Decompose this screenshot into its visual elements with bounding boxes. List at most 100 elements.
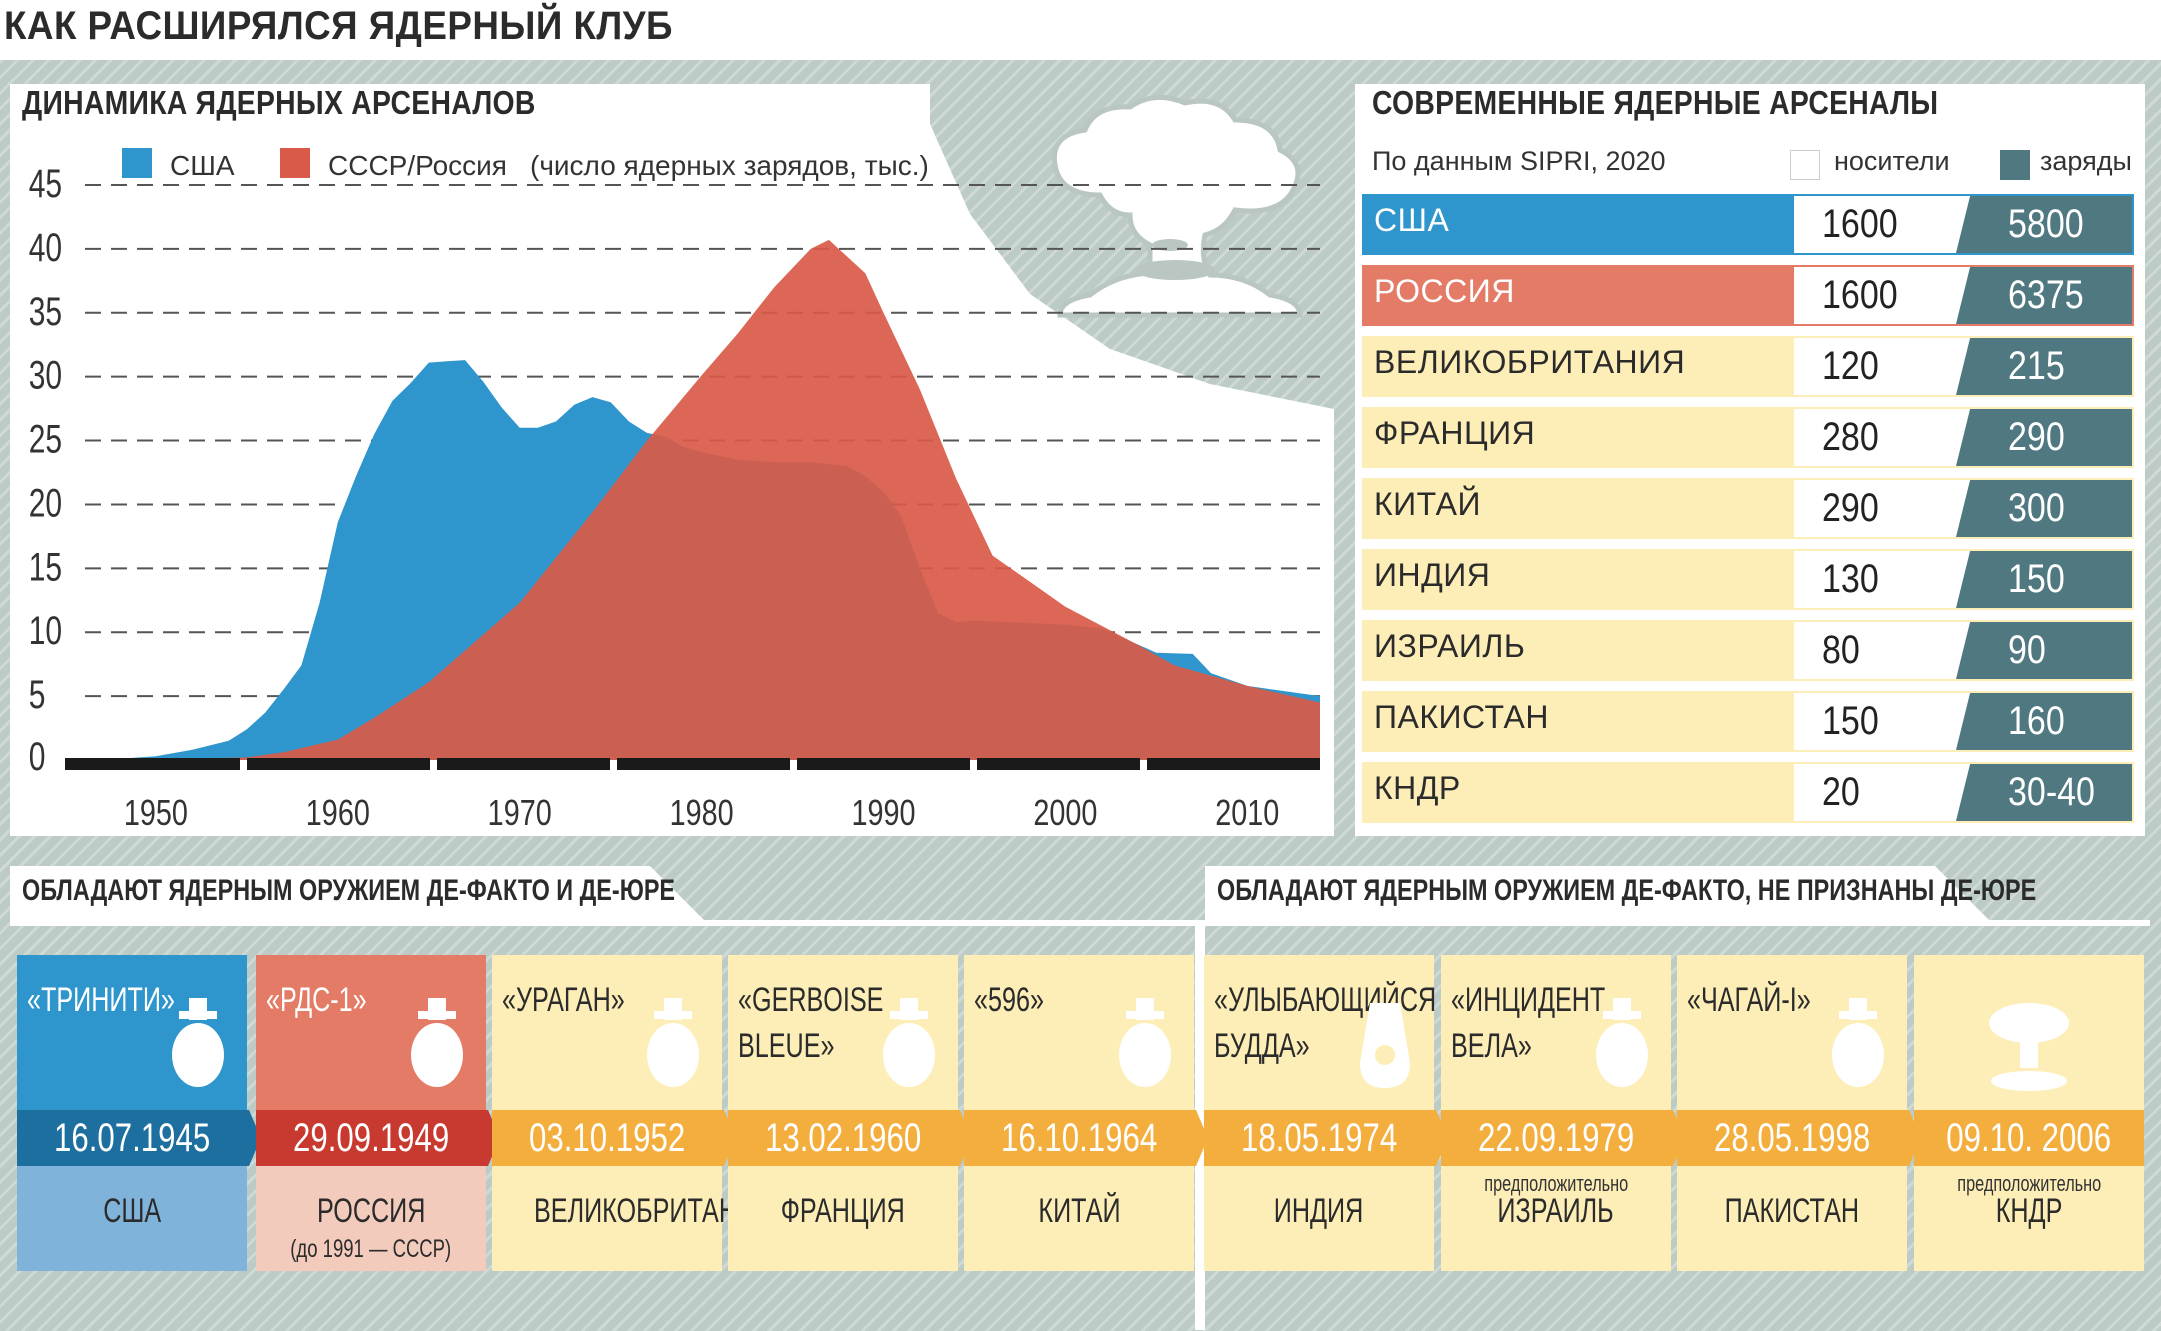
test-country: ВЕЛИКОБРИТАНИЯ xyxy=(534,1192,774,1230)
arsenal-warheads: 6375 xyxy=(2008,273,2084,317)
arsenal-warheads-cell: 150 xyxy=(1956,551,2132,608)
test-date: 16.07.1945 xyxy=(53,1116,211,1160)
arsenal-row: ИЗРАИЛЬ 80 90 xyxy=(1362,620,2134,681)
test-date-banner: 29.09.1949 xyxy=(256,1110,500,1166)
test-name: «ЧАГАЙ-I» xyxy=(1687,981,1811,1019)
test-date-note: предположительно xyxy=(1957,1171,2101,1196)
arsenal-carriers-cell: 80 xyxy=(1794,622,1972,679)
series-russia-area xyxy=(65,239,1320,760)
arsenal-country: КНДР xyxy=(1374,770,1461,806)
arsenal-country: ИЗРАИЛЬ xyxy=(1374,628,1526,664)
test-date-banner: 16.07.1945 xyxy=(17,1110,261,1166)
arsenal-warheads: 30-40 xyxy=(2008,770,2095,814)
card-header: «РДС-1» xyxy=(256,955,486,1110)
arsenal-carriers: 280 xyxy=(1822,415,1879,459)
arsenal-carriers-cell: 1600 xyxy=(1794,196,1972,253)
arsenal-country: США xyxy=(1374,202,1450,238)
y-tick-label: 5 xyxy=(29,673,46,717)
y-tick-label: 45 xyxy=(29,162,62,206)
card-footer: ВЕЛИКОБРИТАНИЯ xyxy=(492,1166,774,1271)
arsenal-row: ПАКИСТАН 150 160 xyxy=(1362,691,2134,752)
card-footer: ФРАНЦИЯ xyxy=(728,1166,958,1271)
arsenal-carriers-cell: 1600 xyxy=(1794,267,1972,324)
legend-label: США xyxy=(170,150,235,181)
legend-warheads-label: заряды xyxy=(2040,146,2132,176)
arsenal-carriers: 20 xyxy=(1822,770,1860,814)
arsenal-warheads: 160 xyxy=(2008,699,2065,743)
test-country: КИТАЙ xyxy=(1037,1192,1121,1230)
chart-title: ДИНАМИКА ЯДЕРНЫХ АРСЕНАЛОВ xyxy=(22,84,536,121)
arsenal-warheads-cell: 30-40 xyxy=(1956,764,2132,821)
nuclear-device-icon xyxy=(1350,993,1420,1093)
test-country-note: (до 1991 — СССР) xyxy=(290,1235,452,1263)
arsenal-country: ВЕЛИКОБРИТАНИЯ xyxy=(1374,344,1686,380)
arsenal-row: ВЕЛИКОБРИТАНИЯ 120 215 xyxy=(1362,336,2134,397)
arsenal-carriers: 150 xyxy=(1822,699,1879,743)
y-tick-label: 30 xyxy=(29,354,62,398)
legend-carriers-label: носители xyxy=(1834,146,1950,176)
x-axis-baseline xyxy=(617,758,790,770)
card-header xyxy=(1914,955,2144,1110)
bomb-icon xyxy=(1823,993,1893,1093)
arsenals-source: По данным SIPRI, 2020 xyxy=(1372,146,1666,176)
card-footer: США xyxy=(17,1166,247,1271)
arsenal-warheads: 150 xyxy=(2008,557,2065,601)
card-header: «596» xyxy=(964,955,1194,1110)
bomb-icon xyxy=(163,993,233,1093)
test-name: «ИНЦИДЕНТ ВЕЛА» xyxy=(1451,981,1606,1065)
x-axis-baseline xyxy=(1147,758,1320,770)
right-tests-header xyxy=(1205,866,1995,926)
card-header: «УЛЫБАЮЩИЙСЯ БУДДА» xyxy=(1204,955,1436,1110)
arsenal-warheads-cell: 5800 xyxy=(1956,196,2132,253)
arsenal-warheads: 215 xyxy=(2008,344,2065,388)
card-header: «ЧАГАЙ-I» xyxy=(1677,955,1907,1110)
x-tick-label: 2000 xyxy=(1033,792,1097,833)
left-tests-header xyxy=(10,866,710,926)
card-footer: ПАКИСТАН xyxy=(1677,1166,1907,1271)
arsenal-warheads: 90 xyxy=(2008,628,2046,672)
bomb-icon xyxy=(1587,993,1657,1093)
arsenal-row: РОССИЯ 1600 6375 xyxy=(1362,265,2134,326)
arsenal-carriers: 130 xyxy=(1822,557,1879,601)
legend-swatch xyxy=(280,148,310,178)
test-date-banner: 16.10.1964 xyxy=(964,1110,1208,1166)
legend-warheads-swatch xyxy=(2000,150,2030,180)
arsenal-country: ПАКИСТАН xyxy=(1374,699,1549,735)
x-axis-baseline xyxy=(797,758,970,770)
arsenal-warheads-cell: 6375 xyxy=(1956,267,2132,324)
y-tick-label: 15 xyxy=(29,545,62,589)
legend-swatch xyxy=(122,148,152,178)
card-header: «УРАГАН» xyxy=(492,955,722,1110)
test-name: «596» xyxy=(974,981,1044,1019)
arsenal-country: ИНДИЯ xyxy=(1374,557,1491,593)
x-tick-label: 1990 xyxy=(851,792,915,833)
test-date-banner: 22.09.1979 xyxy=(1441,1110,1685,1166)
test-date: 03.10.1952 xyxy=(528,1116,686,1160)
test-date-banner: 09.10. 2006 xyxy=(1914,1110,2144,1166)
arsenal-carriers-cell: 150 xyxy=(1794,693,1972,750)
arsenal-carriers-cell: 130 xyxy=(1794,551,1972,608)
card-footer: РОССИЯ (до 1991 — СССР) xyxy=(256,1166,486,1271)
bomb-icon xyxy=(638,993,708,1093)
bomb-icon xyxy=(874,993,944,1093)
arsenal-row: КНДР 20 30-40 xyxy=(1362,762,2134,823)
card-header: «GERBOISE BLEUE» xyxy=(728,955,958,1110)
test-country: ИНДИЯ xyxy=(1274,1192,1364,1230)
arsenal-warheads: 290 xyxy=(2008,415,2065,459)
y-tick-label: 25 xyxy=(29,417,62,461)
test-date: 18.05.1974 xyxy=(1240,1116,1398,1160)
test-date-banner: 03.10.1952 xyxy=(492,1110,736,1166)
arsenal-country: ФРАНЦИЯ xyxy=(1374,415,1536,451)
test-date: 16.10.1964 xyxy=(1000,1116,1158,1160)
arsenal-warheads: 5800 xyxy=(2008,202,2084,246)
left-tests-title: ОБЛАДАЮТ ЯДЕРНЫМ ОРУЖИЕМ ДЕ-ФАКТО И ДЕ-Ю… xyxy=(22,874,676,907)
arsenal-row: ИНДИЯ 130 150 xyxy=(1362,549,2134,610)
x-tick-label: 2010 xyxy=(1215,792,1279,833)
arsenal-carriers-cell: 20 xyxy=(1794,764,1972,821)
arsenal-carriers: 290 xyxy=(1822,486,1879,530)
test-country: ФРАНЦИЯ xyxy=(780,1192,906,1230)
test-date: 22.09.1979 xyxy=(1477,1116,1635,1160)
card-footer: КНДР xyxy=(1914,1166,2144,1271)
arsenal-carriers-cell: 280 xyxy=(1794,409,1972,466)
x-tick-label: 1960 xyxy=(306,792,370,833)
